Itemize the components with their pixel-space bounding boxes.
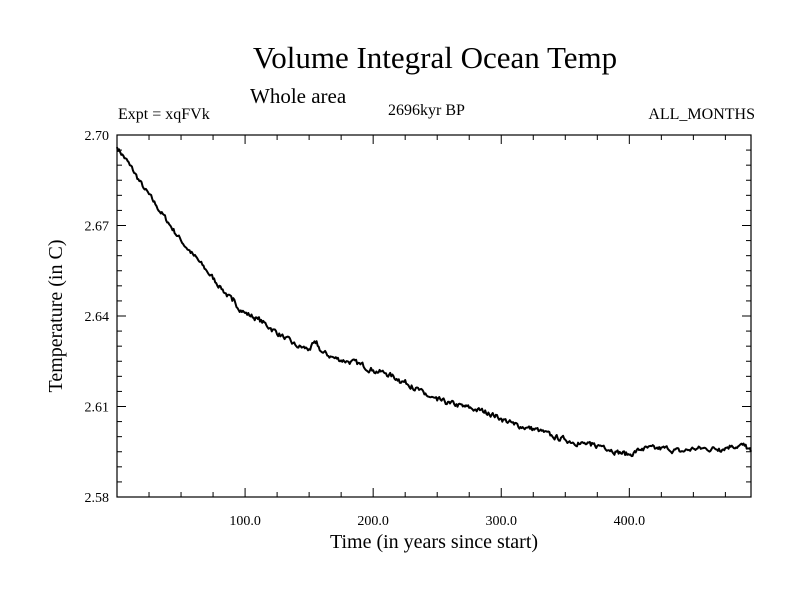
x-tick-label: 200.0 bbox=[357, 514, 389, 529]
axis-ticks bbox=[117, 134, 751, 498]
period-label: 2696kyr BP bbox=[388, 102, 465, 119]
x-tick-label: 100.0 bbox=[229, 514, 261, 529]
y-tick-label: 2.64 bbox=[85, 310, 110, 325]
chart-title: Volume Integral Ocean Temp bbox=[252, 40, 618, 75]
y-tick-labels: 2.58 2.61 2.64 2.67 2.70 bbox=[85, 129, 110, 506]
experiment-label: Expt = xqFVk bbox=[118, 106, 210, 123]
y-tick-label: 2.67 bbox=[85, 220, 110, 235]
y-tick-label: 2.61 bbox=[85, 401, 110, 416]
y-tick-label: 2.70 bbox=[85, 129, 110, 144]
chart-subtitle: Whole area bbox=[250, 84, 347, 108]
y-axis-title: Temperature (in C) bbox=[45, 240, 67, 393]
x-tick-labels: 100.0 200.0 300.0 400.0 bbox=[229, 514, 645, 529]
series-line bbox=[116, 146, 752, 458]
months-label: ALL_MONTHS bbox=[648, 106, 755, 123]
x-tick-label: 400.0 bbox=[614, 514, 646, 529]
x-axis-title: Time (in years since start) bbox=[330, 531, 538, 553]
x-tick-label: 300.0 bbox=[485, 514, 517, 529]
plot-frame bbox=[116, 134, 752, 498]
y-tick-label: 2.58 bbox=[85, 491, 110, 506]
